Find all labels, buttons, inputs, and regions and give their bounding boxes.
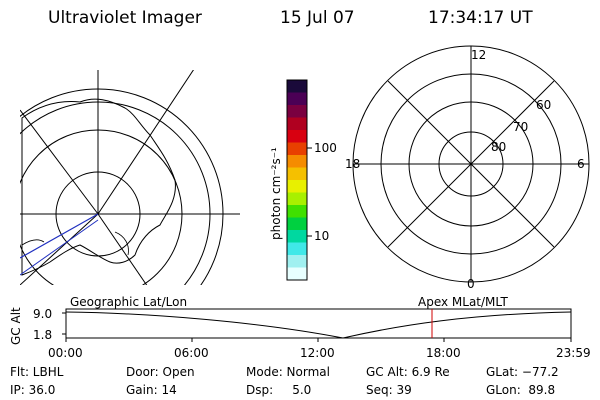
timeline-xtick-2359: 23:59 [556, 346, 591, 360]
glat-info: GLat: −77.2 [486, 365, 559, 379]
timeline-xtick-0000: 00:00 [48, 346, 83, 360]
date-label: 15 Jul 07 [280, 8, 355, 28]
gain-info: Gain: 14 [126, 383, 177, 397]
mlt-label-18: 18 [345, 157, 361, 171]
colorbar-segment [287, 255, 307, 268]
colorbar-segment [287, 80, 307, 93]
colorbar-tick-10: 10 [314, 229, 330, 243]
timeline-xtick-1800: 18:00 [426, 346, 461, 360]
colorbar-segment [287, 130, 307, 143]
colorbar-segment [287, 167, 307, 181]
orbit-track [20, 213, 99, 259]
colorbar-tick-100: 100 [314, 141, 337, 155]
colorbar-segment [287, 267, 307, 281]
timeline-ytick-1-8: 1.8 [33, 328, 53, 342]
mlt-label-12: 12 [471, 48, 487, 62]
mode-info: Mode: Normal [246, 365, 330, 379]
colorbar-segment [287, 142, 307, 156]
timeline-left-title: Geographic Lat/Lon [70, 295, 188, 309]
seq-info: Seq: 39 [366, 383, 412, 397]
instrument-title: Ultraviolet Imager [48, 8, 202, 28]
glon-info: GLon: 89.8 [486, 383, 556, 397]
dsp-info: Dsp: 5.0 [246, 383, 312, 397]
colorbar [287, 80, 307, 281]
ip-info: IP: 36.0 [10, 383, 56, 397]
timeline-xtick-1200: 12:00 [300, 346, 335, 360]
timeline-axis-label: GC Alt [9, 307, 23, 345]
colorbar-segment [287, 105, 307, 118]
mlat-label-80: 80 [491, 140, 507, 154]
time-label: 17:34:17 UT [428, 8, 533, 28]
colorbar-segment [287, 180, 307, 193]
colorbar-unit-label: photon cm⁻²s⁻¹ [269, 147, 283, 240]
colorbar-segment [287, 242, 307, 256]
antarctica-coastline [21, 98, 176, 276]
mlat-label-60: 60 [536, 98, 552, 112]
geographic-map [20, 70, 240, 285]
mlt-label-0: 0 [467, 277, 475, 291]
filter-info: Flt: LBHL [10, 365, 64, 379]
colorbar-segment [287, 217, 307, 231]
altitude-curve [66, 311, 571, 338]
colorbar-segment [287, 230, 307, 243]
polar-plot [352, 45, 590, 283]
gc-alt-info: GC Alt: 6.9 Re [366, 365, 450, 379]
colorbar-segment [287, 92, 307, 106]
timeline-right-title: Apex MLat/MLT [418, 295, 508, 309]
mlat-label-70: 70 [513, 120, 529, 134]
colorbar-segment [287, 192, 307, 206]
colorbar-segment [287, 155, 307, 168]
door-info: Door: Open [126, 365, 195, 379]
colorbar-segment [287, 205, 307, 218]
timeline-xtick-0600: 06:00 [174, 346, 209, 360]
colorbar-segment [287, 117, 307, 131]
timeline-ytick-9: 9.0 [33, 307, 53, 321]
mlt-label-6: 6 [577, 157, 585, 171]
